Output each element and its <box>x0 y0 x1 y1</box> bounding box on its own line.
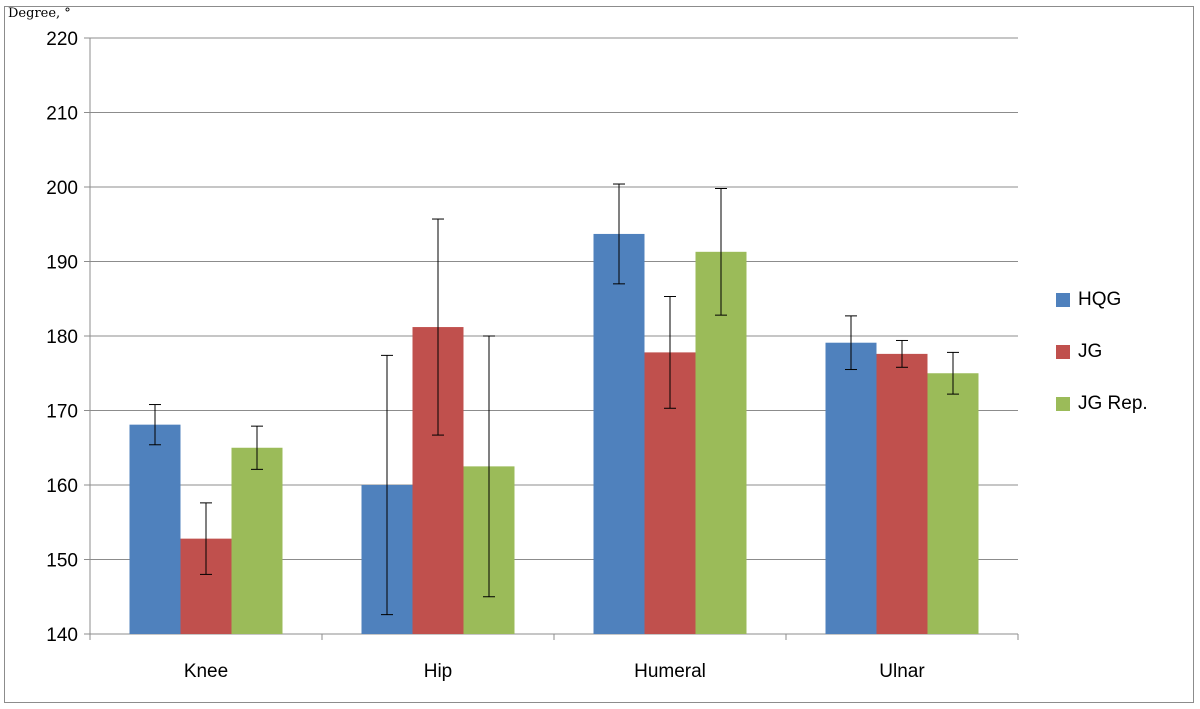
bar-jg-rep-ulnar <box>927 373 979 634</box>
x-tick-label: Hip <box>424 661 453 682</box>
y-tick-label: 160 <box>46 476 78 497</box>
error-bars <box>149 183 959 616</box>
y-tick-label: 220 <box>46 29 78 50</box>
x-tick-label: Knee <box>184 661 228 682</box>
y-axis-unit-label: Degree, ° <box>8 6 71 21</box>
legend-label: JG <box>1078 340 1103 362</box>
gridlines <box>90 37 1018 560</box>
legend-item: JG <box>1056 340 1196 362</box>
x-tick-label: Ulnar <box>879 661 925 682</box>
x-tick-label: Humeral <box>634 661 706 682</box>
bar-jg-rep-knee <box>231 447 283 634</box>
y-tick-label: 170 <box>46 402 78 423</box>
legend-swatch <box>1056 344 1070 359</box>
y-tick-labels: 140 150 160 170 180 190 200 210 220 <box>46 29 78 646</box>
legend-swatch <box>1056 396 1070 411</box>
bar-hqg-knee <box>129 424 181 634</box>
y-tick-label: 140 <box>46 625 78 646</box>
legend-item: JG Rep. <box>1056 392 1196 414</box>
y-tick-label: 210 <box>46 104 78 125</box>
legend-label: HQG <box>1078 288 1122 310</box>
legend-swatch <box>1056 292 1070 307</box>
bar-hqg-humeral <box>593 233 645 634</box>
x-tick-labels: Knee Hip Humeral Ulnar <box>184 661 926 682</box>
legend-label: JG Rep. <box>1078 392 1148 414</box>
y-tick-label: 190 <box>46 253 78 274</box>
y-tick-label: 200 <box>46 178 78 199</box>
bar-jg-ulnar <box>876 353 928 634</box>
y-tick-label: 150 <box>46 551 78 572</box>
bar-hqg-ulnar <box>825 342 877 634</box>
y-tick-label: 180 <box>46 327 78 348</box>
legend: HQG JG JG Rep. <box>1056 288 1196 446</box>
legend-item: HQG <box>1056 288 1196 310</box>
